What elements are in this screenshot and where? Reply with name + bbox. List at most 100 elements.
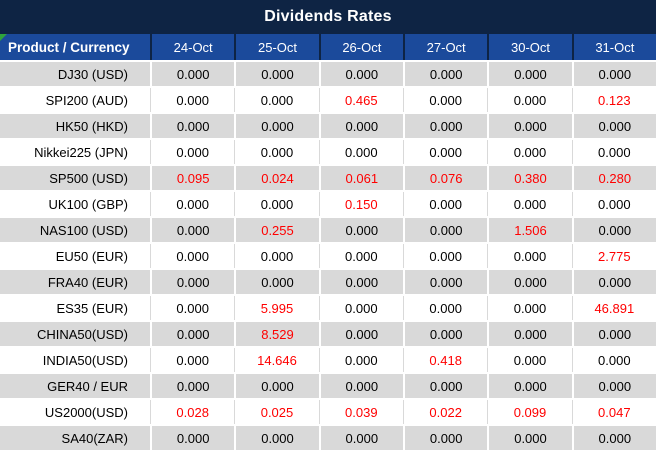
value-cell: 0.000 <box>403 114 487 138</box>
value-cell: 0.000 <box>150 322 234 346</box>
value-cell: 0.000 <box>234 374 318 398</box>
table-row: GER40 / EUR 0.000 0.000 0.000 0.000 0.00… <box>0 374 656 400</box>
value-cell: 0.000 <box>487 192 571 216</box>
value-cell: 0.000 <box>318 114 403 138</box>
value-cell: 0.000 <box>403 140 487 164</box>
value-cell: 0.039 <box>318 400 403 424</box>
date-header-26-oct: 26-Oct <box>318 34 403 60</box>
value-cell: 0.000 <box>403 244 487 268</box>
value-cell: 0.000 <box>403 270 487 294</box>
value-cell: 0.280 <box>571 166 656 190</box>
value-cell: 0.000 <box>150 374 234 398</box>
value-cell: 0.099 <box>487 400 571 424</box>
table-row: SA40(ZAR) 0.000 0.000 0.000 0.000 0.000 … <box>0 426 656 452</box>
value-cell: 14.646 <box>234 348 318 372</box>
value-cell: 0.000 <box>318 244 403 268</box>
date-header-31-oct: 31-Oct <box>571 34 656 60</box>
value-cell: 0.000 <box>487 88 571 112</box>
product-cell: HK50 (HKD) <box>55 118 128 134</box>
value-cell: 0.000 <box>150 192 234 216</box>
product-currency-header-label: Product / Currency <box>8 39 130 55</box>
value-cell: 0.000 <box>571 62 656 86</box>
value-cell: 0.465 <box>318 88 403 112</box>
product-cell: NAS100 (USD) <box>39 222 128 238</box>
value-cell: 0.000 <box>487 270 571 294</box>
product-cell: Nikkei225 (JPN) <box>34 144 128 160</box>
value-cell: 0.000 <box>150 88 234 112</box>
table-row: EU50 (EUR) 0.000 0.000 0.000 0.000 0.000… <box>0 244 656 270</box>
product-cell: INDIA50(USD) <box>42 352 128 368</box>
product-cell: DJ30 (USD) <box>57 66 128 82</box>
value-cell: 0.000 <box>571 114 656 138</box>
value-cell: 0.000 <box>318 218 403 242</box>
value-cell: 0.000 <box>150 244 234 268</box>
value-cell: 0.000 <box>403 322 487 346</box>
value-cell: 0.000 <box>403 426 487 450</box>
value-cell: 0.000 <box>318 426 403 450</box>
value-cell: 0.000 <box>487 114 571 138</box>
product-currency-header: Product / Currency <box>0 34 150 60</box>
product-cell: CHINA50(USD) <box>36 326 128 342</box>
value-cell: 0.000 <box>234 88 318 112</box>
table-row: HK50 (HKD) 0.000 0.000 0.000 0.000 0.000… <box>0 114 656 140</box>
date-header-27-oct: 27-Oct <box>403 34 487 60</box>
table-header-row: Product / Currency 24-Oct 25-Oct 26-Oct … <box>0 34 656 62</box>
value-cell: 0.000 <box>403 88 487 112</box>
table-row: Nikkei225 (JPN) 0.000 0.000 0.000 0.000 … <box>0 140 656 166</box>
value-cell: 0.000 <box>571 270 656 294</box>
value-cell: 0.000 <box>487 426 571 450</box>
table-row: NAS100 (USD) 0.000 0.255 0.000 0.000 1.5… <box>0 218 656 244</box>
value-cell: 0.000 <box>487 296 571 320</box>
value-cell: 0.000 <box>571 322 656 346</box>
value-cell: 0.000 <box>150 62 234 86</box>
value-cell: 0.000 <box>318 322 403 346</box>
value-cell: 0.000 <box>318 296 403 320</box>
value-cell: 0.000 <box>150 296 234 320</box>
value-cell: 0.000 <box>403 374 487 398</box>
value-cell: 0.000 <box>487 140 571 164</box>
value-cell: 46.891 <box>571 296 656 320</box>
value-cell: 0.000 <box>487 322 571 346</box>
value-cell: 0.000 <box>234 140 318 164</box>
product-cell: FRA40 (EUR) <box>47 274 128 290</box>
value-cell: 0.095 <box>150 166 234 190</box>
value-cell: 0.123 <box>571 88 656 112</box>
value-cell: 0.380 <box>487 166 571 190</box>
value-cell: 0.150 <box>318 192 403 216</box>
value-cell: 0.024 <box>234 166 318 190</box>
value-cell: 0.000 <box>150 426 234 450</box>
date-header-24-oct: 24-Oct <box>150 34 234 60</box>
value-cell: 1.506 <box>487 218 571 242</box>
value-cell: 0.000 <box>234 62 318 86</box>
value-cell: 0.076 <box>403 166 487 190</box>
value-cell: 0.000 <box>234 114 318 138</box>
value-cell: 0.000 <box>487 374 571 398</box>
value-cell: 0.047 <box>571 400 656 424</box>
product-cell: SP500 (USD) <box>49 170 128 186</box>
value-cell: 0.000 <box>487 348 571 372</box>
date-header-30-oct: 30-Oct <box>487 34 571 60</box>
product-cell: EU50 (EUR) <box>55 248 128 264</box>
value-cell: 0.022 <box>403 400 487 424</box>
table-row: INDIA50(USD) 0.000 14.646 0.000 0.418 0.… <box>0 348 656 374</box>
value-cell: 0.000 <box>150 218 234 242</box>
value-cell: 8.529 <box>234 322 318 346</box>
corner-flag-icon <box>0 34 7 41</box>
value-cell: 0.000 <box>403 218 487 242</box>
table-body: DJ30 (USD) 0.000 0.000 0.000 0.000 0.000… <box>0 62 656 452</box>
table-title: Dividends Rates <box>0 0 656 34</box>
value-cell: 0.000 <box>318 62 403 86</box>
product-cell: UK100 (GBP) <box>48 196 128 212</box>
value-cell: 0.000 <box>571 192 656 216</box>
product-cell: GER40 / EUR <box>47 378 128 394</box>
value-cell: 0.255 <box>234 218 318 242</box>
value-cell: 0.000 <box>487 244 571 268</box>
value-cell: 0.000 <box>318 348 403 372</box>
value-cell: 0.028 <box>150 400 234 424</box>
value-cell: 0.000 <box>150 348 234 372</box>
value-cell: 0.061 <box>318 166 403 190</box>
product-cell: ES35 (EUR) <box>56 300 128 316</box>
table-row: DJ30 (USD) 0.000 0.000 0.000 0.000 0.000… <box>0 62 656 88</box>
value-cell: 5.995 <box>234 296 318 320</box>
